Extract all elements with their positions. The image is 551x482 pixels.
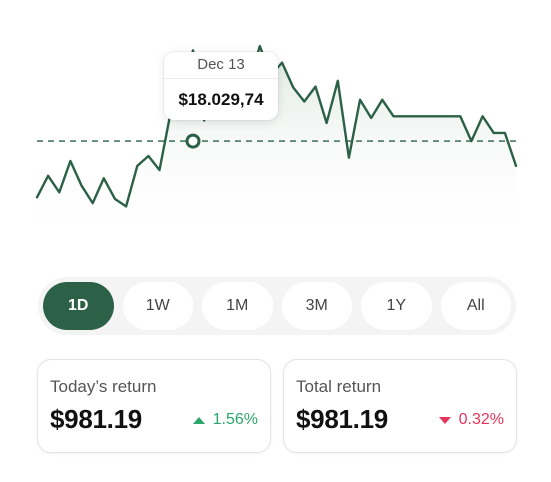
tooltip-date: Dec 13 [164, 52, 278, 79]
range-button-1d[interactable]: 1D [43, 282, 114, 330]
todays-return-label: Today’s return [50, 377, 157, 396]
todays-return-percent: 1.56% [212, 411, 258, 428]
todays-return-card: Today’s return $981.19 1.56% [37, 359, 271, 453]
triangle-down-icon [438, 416, 451, 424]
total-return-amount: $981.19 [296, 404, 388, 434]
price-chart-svg[interactable] [0, 0, 551, 262]
selected-point-marker[interactable] [185, 133, 201, 149]
todays-return-change: 1.56% [192, 411, 258, 429]
todays-return-amount: $981.19 [50, 404, 142, 434]
range-button-all[interactable]: All [440, 282, 511, 330]
price-tooltip: Dec 13 $18.029,74 [164, 52, 278, 120]
total-return-label: Total return [296, 377, 382, 396]
time-range-selector: 1D 1W 1M 3M 1Y All [38, 277, 516, 335]
price-chart[interactable]: Dec 13 $18.029,74 [0, 0, 551, 262]
range-button-1m[interactable]: 1M [202, 282, 273, 330]
range-button-3m[interactable]: 3M [281, 282, 352, 330]
price-area-fill [37, 46, 516, 245]
range-button-1y[interactable]: 1Y [361, 282, 432, 330]
total-return-card: Total return $981.19 0.32% [283, 359, 517, 453]
tooltip-value: $18.029,74 [178, 90, 264, 109]
total-return-percent: 0.32% [458, 411, 504, 428]
total-return-change: 0.32% [438, 411, 504, 429]
triangle-up-icon [192, 416, 205, 424]
range-button-1w[interactable]: 1W [122, 282, 193, 330]
